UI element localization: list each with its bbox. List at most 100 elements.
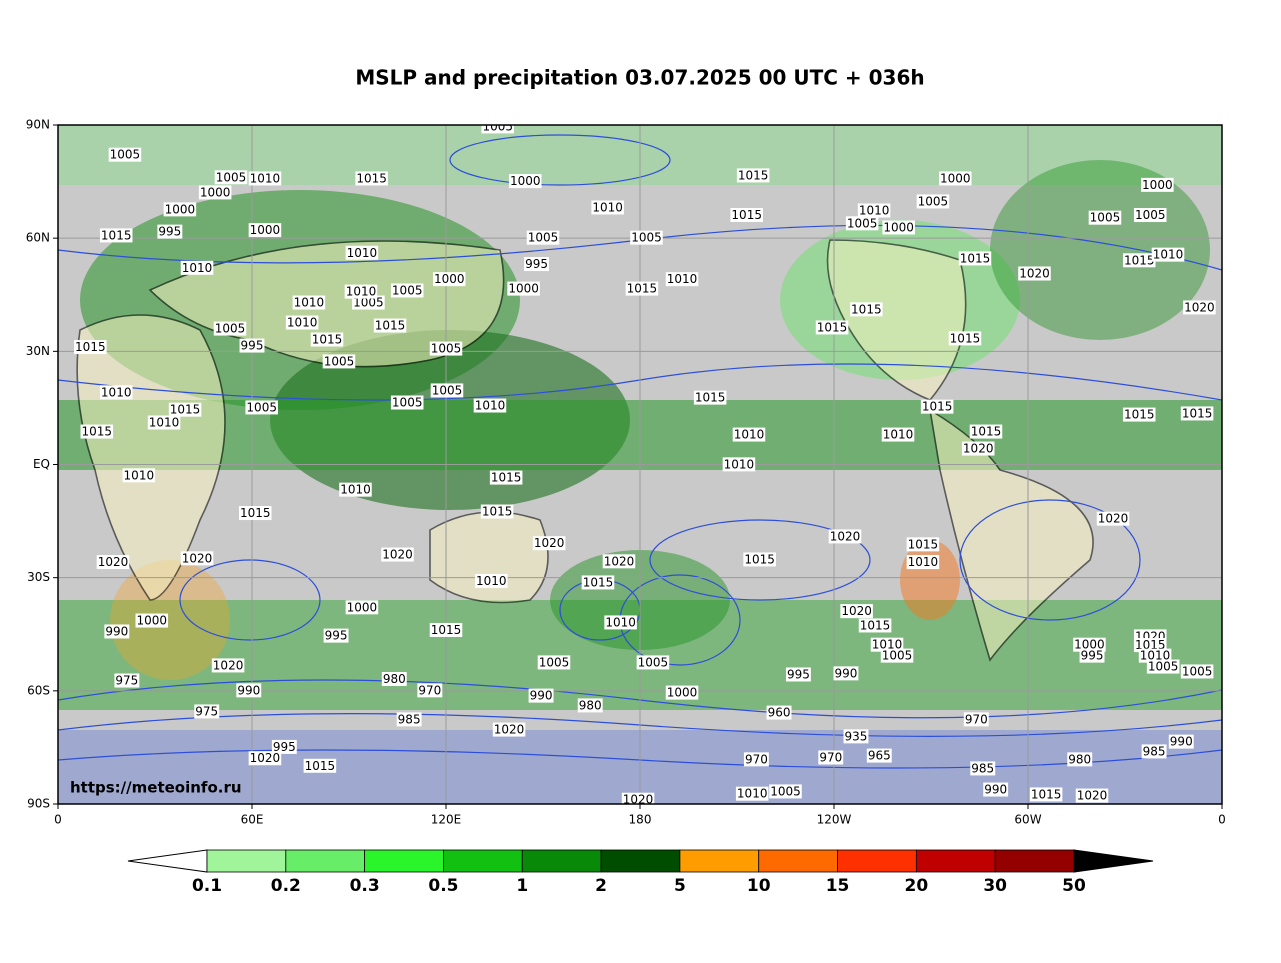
isobar-label-bg bbox=[108, 147, 142, 162]
isobar-label-text: 1010 bbox=[182, 261, 213, 275]
isobar-label: 1020 bbox=[180, 551, 214, 566]
isobar-label-text: 970 bbox=[965, 712, 988, 726]
isobar-label-text: 990 bbox=[530, 689, 553, 703]
isobar-label-text: 985 bbox=[1143, 744, 1166, 758]
isobar-label: 1000 bbox=[163, 202, 197, 217]
isobar-label-text: 1000 bbox=[940, 171, 971, 185]
isobar-label: 1010 bbox=[870, 637, 904, 652]
isobar-label: 1015 bbox=[80, 424, 114, 439]
isobar-label-bg bbox=[850, 302, 883, 317]
isobar-label-bg bbox=[345, 245, 379, 260]
isobar-label-bg bbox=[417, 683, 443, 698]
isobar-label: 1020 bbox=[1075, 788, 1109, 803]
isobar-label-text: 1005 bbox=[882, 649, 913, 663]
isobar-label-text: 1010 bbox=[347, 246, 378, 260]
isobar-label-bg bbox=[881, 427, 915, 442]
colorbar-label: 30 bbox=[983, 876, 1007, 896]
isobar-label-bg bbox=[163, 202, 197, 217]
isobar-label-text: 990 bbox=[984, 783, 1007, 797]
isobar-label-text: 1015 bbox=[738, 168, 769, 182]
isobar-label: 995 bbox=[1079, 648, 1105, 663]
isobar-label-text: 1005 bbox=[353, 296, 384, 310]
isobar-label: 1005 bbox=[390, 395, 424, 410]
isobar-label-text: 1000 bbox=[667, 686, 698, 700]
y-tick-label: 30S bbox=[27, 570, 50, 584]
colorbar-box bbox=[206, 849, 287, 873]
isobar-label: 1010 bbox=[735, 786, 769, 801]
isobar-label-text: 970 bbox=[418, 683, 441, 697]
isobar-label-bg bbox=[591, 200, 624, 215]
isobar-label-bg bbox=[857, 203, 891, 218]
isobar-label-bg bbox=[381, 672, 407, 687]
isobar-label: 975 bbox=[194, 704, 220, 719]
isobar-label-bg bbox=[1138, 648, 1172, 663]
isobar-label: 1015 bbox=[1122, 253, 1156, 268]
isobar-label: 1015 bbox=[1029, 787, 1063, 802]
isobar-label-text: 1020 bbox=[830, 529, 861, 543]
isobar-label-text: 1010 bbox=[250, 171, 281, 185]
isobar-label-text: 1010 bbox=[872, 638, 903, 652]
isobar-label-bg bbox=[528, 688, 554, 703]
isobar-label-text: 1005 bbox=[631, 231, 662, 245]
isobar-label: 1000 bbox=[345, 600, 379, 615]
isobar-label-bg bbox=[602, 554, 636, 569]
y-tick-label: 90N bbox=[26, 118, 50, 132]
isobar-label: 1020 bbox=[1183, 300, 1216, 315]
isobar-label: 1010 bbox=[665, 272, 699, 287]
isobar-label-bg bbox=[390, 283, 424, 298]
isobar-label-bg bbox=[730, 208, 763, 223]
isobar-label-bg bbox=[845, 216, 879, 231]
isobar-label-text: 1020 bbox=[623, 793, 654, 807]
y-tick-label: 60S bbox=[27, 683, 50, 697]
isobar-label-text: 1005 bbox=[847, 216, 878, 230]
isobar-label: 1005 bbox=[352, 295, 385, 310]
isobar-label-text: 1005 bbox=[246, 400, 277, 414]
isobar-label: 960 bbox=[766, 705, 792, 720]
isobar-label-bg bbox=[339, 482, 372, 497]
isobar-label-text: 1020 bbox=[494, 723, 525, 737]
isobar-label-bg bbox=[432, 272, 466, 287]
isobar-label-text: 975 bbox=[115, 674, 138, 688]
isobar-label: 1020 bbox=[621, 792, 655, 807]
isobar-label-bg bbox=[722, 457, 756, 472]
isobar-label-bg bbox=[213, 321, 247, 336]
isobar-label-text: 1005 bbox=[216, 170, 247, 184]
isobar-label-bg bbox=[322, 354, 356, 369]
isobar-label-bg bbox=[168, 402, 202, 417]
colorbar-label: 10 bbox=[747, 876, 771, 896]
isobar-label-text: 1015 bbox=[1182, 406, 1213, 420]
colorbar-label: 0.2 bbox=[271, 876, 301, 896]
isobar-label-text: 1020 bbox=[1077, 789, 1108, 803]
isobar-label-bg bbox=[248, 223, 282, 238]
isobar-label-text: 990 bbox=[835, 666, 858, 680]
isobar-label: 1020 bbox=[1096, 511, 1130, 526]
isobar-label-text: 1015 bbox=[922, 400, 953, 414]
isobar-label: 1010 bbox=[722, 457, 756, 472]
isobar-label-bg bbox=[969, 424, 1003, 439]
isobar-label: 1010 bbox=[732, 427, 766, 442]
x-tick-label: 0 bbox=[1218, 813, 1226, 827]
isobar-label-text: 1015 bbox=[1124, 408, 1155, 422]
isobar-label-text: 935 bbox=[845, 729, 868, 743]
isobar-label-bg bbox=[828, 529, 862, 544]
isobar-label: 1005 bbox=[916, 194, 950, 209]
map-title: MSLP and precipitation 03.07.2025 00 UTC… bbox=[355, 66, 924, 90]
isobar-label: 970 bbox=[963, 712, 989, 727]
isobar-label-text: 1015 bbox=[305, 759, 336, 773]
isobar-label-text: 970 bbox=[745, 752, 768, 766]
colorbar-label: 1 bbox=[516, 876, 528, 896]
isobar-label-text: 1015 bbox=[695, 391, 726, 405]
isobar-label-text: 1010 bbox=[101, 385, 132, 399]
isobar-label-text: 1005 bbox=[1148, 660, 1179, 674]
isobar-label-text: 1005 bbox=[432, 383, 463, 397]
isobar-label-text: 1010 bbox=[734, 428, 765, 442]
isobar-label: 1010 bbox=[591, 200, 624, 215]
isobar-label: 1010 bbox=[285, 315, 319, 330]
isobar-label-text: 1010 bbox=[737, 787, 768, 801]
isobar-label-bg bbox=[866, 748, 892, 763]
isobar-label: 1000 bbox=[432, 272, 466, 287]
isobar-label: 1005 bbox=[636, 655, 670, 670]
isobar-label: 1005 bbox=[845, 216, 879, 231]
isobar-label: 995 bbox=[271, 739, 297, 754]
isobar-label-bg bbox=[1183, 300, 1216, 315]
